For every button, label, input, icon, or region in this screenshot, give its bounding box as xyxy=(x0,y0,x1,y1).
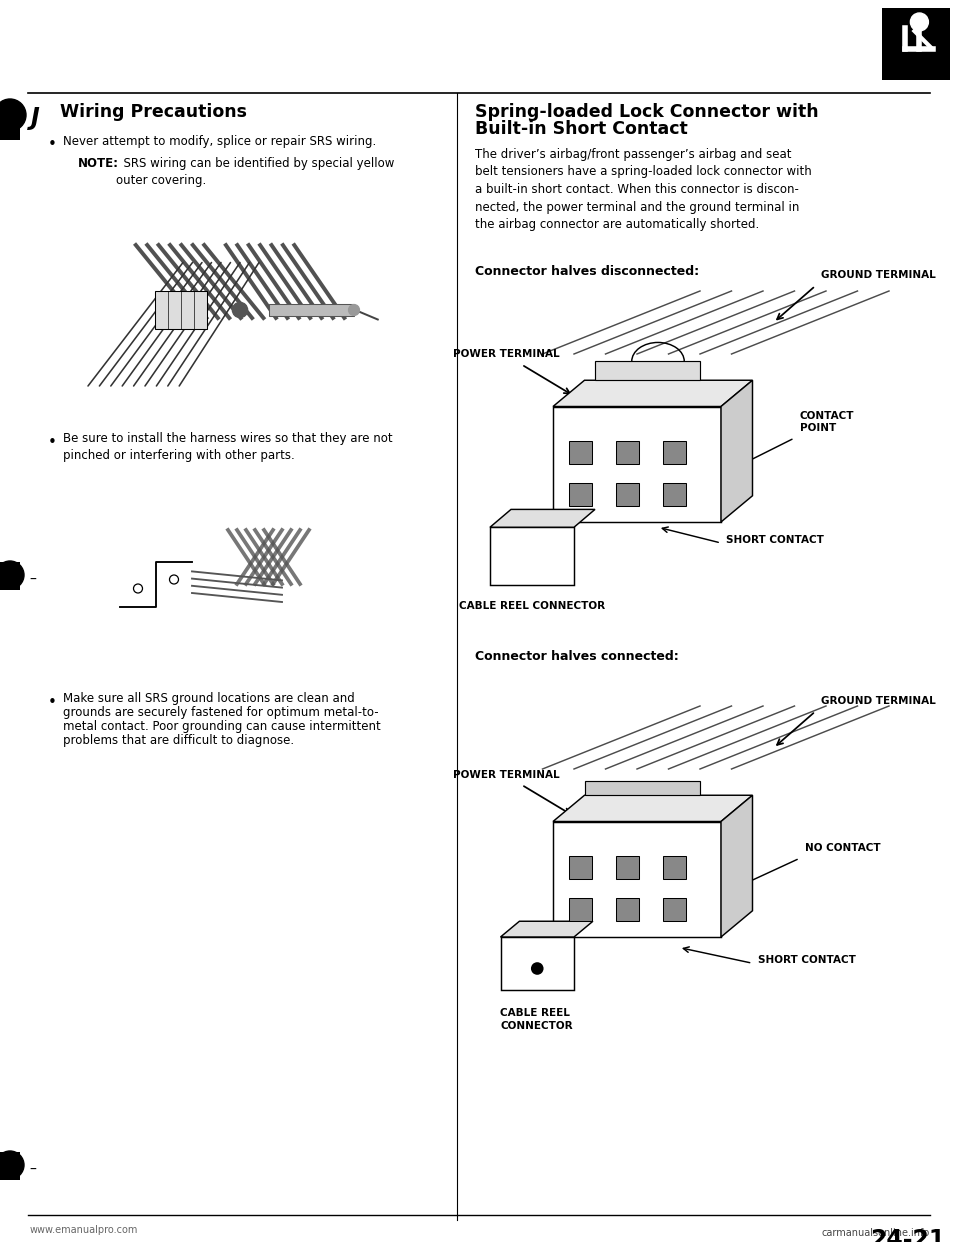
Text: POWER TERMINAL: POWER TERMINAL xyxy=(453,349,560,359)
Circle shape xyxy=(0,1151,24,1179)
Bar xyxy=(663,441,686,465)
Circle shape xyxy=(348,304,359,315)
Circle shape xyxy=(170,575,179,584)
Text: CONNECTOR: CONNECTOR xyxy=(500,1021,573,1031)
Text: metal contact. Poor grounding can cause intermittent: metal contact. Poor grounding can cause … xyxy=(63,720,381,733)
Text: 24-21: 24-21 xyxy=(870,1228,946,1242)
Text: SHORT CONTACT: SHORT CONTACT xyxy=(757,955,855,965)
Text: J: J xyxy=(31,106,39,130)
Bar xyxy=(500,936,574,990)
Bar xyxy=(0,108,20,140)
Text: problems that are difficult to diagnose.: problems that are difficult to diagnose. xyxy=(63,734,294,746)
Bar xyxy=(616,898,639,922)
Text: The driver’s airbag/front passenger’s airbag and seat
belt tensioners have a spr: The driver’s airbag/front passenger’s ai… xyxy=(475,148,812,231)
Text: SRS wiring can be identified by special yellow
outer covering.: SRS wiring can be identified by special … xyxy=(116,156,395,188)
Text: Connector halves connected:: Connector halves connected: xyxy=(475,650,679,663)
Bar xyxy=(568,441,592,465)
Bar xyxy=(616,441,639,465)
Circle shape xyxy=(0,561,24,589)
Text: Make sure all SRS ground locations are clean and: Make sure all SRS ground locations are c… xyxy=(63,692,355,705)
Text: CABLE REEL CONNECTOR: CABLE REEL CONNECTOR xyxy=(459,601,605,611)
Bar xyxy=(553,406,721,522)
Text: Be sure to install the harness wires so that they are not
pinched or interfering: Be sure to install the harness wires so … xyxy=(63,432,393,462)
Bar xyxy=(585,780,700,795)
Bar xyxy=(616,483,639,507)
Bar xyxy=(490,528,574,585)
Text: Spring-loaded Lock Connector with: Spring-loaded Lock Connector with xyxy=(475,103,819,120)
Bar xyxy=(882,7,950,79)
Bar xyxy=(269,304,354,315)
Text: •: • xyxy=(48,696,57,710)
Bar xyxy=(663,898,686,922)
Text: grounds are securely fastened for optimum metal-to-: grounds are securely fastened for optimu… xyxy=(63,705,378,719)
Bar xyxy=(568,856,592,879)
Text: GROUND TERMINAL: GROUND TERMINAL xyxy=(821,696,935,705)
Text: GROUND TERMINAL: GROUND TERMINAL xyxy=(821,271,935,281)
Text: Never attempt to modify, splice or repair SRS wiring.: Never attempt to modify, splice or repai… xyxy=(63,135,376,148)
Bar xyxy=(663,856,686,879)
Text: –: – xyxy=(30,1163,36,1177)
Text: Built-in Short Contact: Built-in Short Contact xyxy=(475,120,687,138)
Polygon shape xyxy=(721,795,753,936)
Text: CABLE REEL: CABLE REEL xyxy=(500,1009,570,1018)
Bar xyxy=(663,483,686,507)
Bar xyxy=(568,898,592,922)
Text: •: • xyxy=(48,137,57,152)
Text: Connector halves disconnected:: Connector halves disconnected: xyxy=(475,265,699,278)
Text: NO CONTACT: NO CONTACT xyxy=(805,843,880,853)
Text: carmanualsonline.info: carmanualsonline.info xyxy=(822,1228,930,1238)
Bar xyxy=(0,1153,20,1180)
Text: www.emanualpro.com: www.emanualpro.com xyxy=(30,1225,138,1235)
Bar xyxy=(0,561,20,590)
Bar xyxy=(595,361,700,380)
Text: Wiring Precautions: Wiring Precautions xyxy=(60,103,247,120)
Bar xyxy=(616,856,639,879)
Text: NOTE:: NOTE: xyxy=(78,156,119,170)
Bar xyxy=(155,291,206,329)
Text: –: – xyxy=(30,573,36,587)
Polygon shape xyxy=(721,380,753,522)
Circle shape xyxy=(133,584,142,592)
Polygon shape xyxy=(553,380,753,406)
Text: POWER TERMINAL: POWER TERMINAL xyxy=(453,770,560,780)
Polygon shape xyxy=(553,795,753,821)
Text: CONTACT
POINT: CONTACT POINT xyxy=(800,411,854,432)
Polygon shape xyxy=(500,922,593,936)
Circle shape xyxy=(0,99,26,130)
Circle shape xyxy=(531,963,543,975)
Bar xyxy=(568,483,592,507)
Circle shape xyxy=(910,12,928,31)
Circle shape xyxy=(232,302,248,318)
Text: •: • xyxy=(48,435,57,450)
Text: SHORT CONTACT: SHORT CONTACT xyxy=(727,535,824,545)
Bar xyxy=(553,821,721,936)
Polygon shape xyxy=(490,509,595,528)
